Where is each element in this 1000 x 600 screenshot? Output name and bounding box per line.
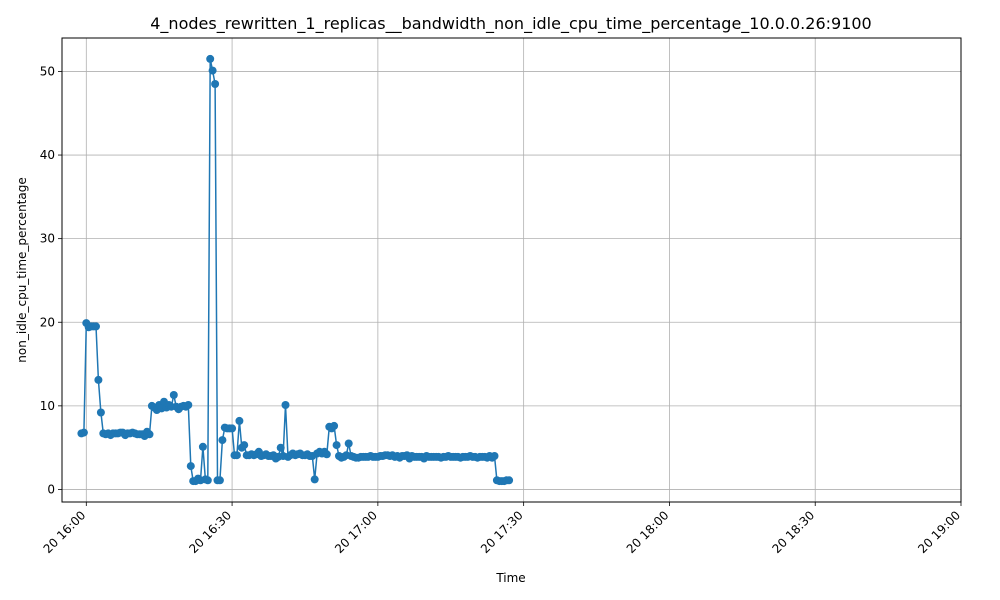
data-point	[145, 430, 154, 439]
grid-lines	[62, 38, 962, 502]
data-point	[235, 416, 244, 425]
data-point	[198, 442, 207, 451]
data-point	[505, 476, 514, 485]
data-point	[96, 408, 105, 417]
x-axis-label: Time	[495, 571, 525, 585]
data-point	[208, 66, 217, 75]
data-point	[203, 476, 212, 485]
data-point	[232, 451, 241, 460]
data-point	[276, 443, 285, 452]
data-point	[79, 428, 88, 437]
y-tick-label: 20	[40, 315, 55, 329]
data-point	[94, 375, 103, 384]
data-series	[77, 54, 514, 486]
data-point	[344, 439, 353, 448]
data-point	[211, 80, 220, 88]
data-point	[332, 441, 341, 450]
data-point	[310, 475, 319, 484]
y-axis-label: non_idle_cpu_time_percentage	[15, 177, 29, 362]
y-tick-label: 10	[40, 399, 55, 413]
data-point	[206, 54, 215, 63]
data-point	[228, 424, 237, 433]
data-point	[184, 401, 193, 409]
data-point	[322, 450, 331, 459]
data-point	[215, 476, 224, 485]
data-point	[330, 421, 339, 430]
data-point	[281, 401, 290, 409]
data-point	[186, 462, 195, 471]
data-point	[240, 441, 249, 450]
y-tick-label: 30	[40, 232, 55, 246]
data-point	[169, 391, 178, 399]
data-point	[218, 436, 227, 445]
data-point	[490, 452, 499, 460]
y-tick-label: 50	[40, 64, 55, 78]
plot-area-frame	[61, 37, 962, 503]
chart-title: 4_nodes_rewritten_1_replicas__bandwidth_…	[150, 14, 871, 34]
y-axis: 0 10 20 30 40 50	[40, 64, 62, 496]
data-point	[92, 322, 100, 331]
y-tick-label: 40	[40, 148, 55, 162]
y-tick-label: 0	[47, 482, 55, 496]
